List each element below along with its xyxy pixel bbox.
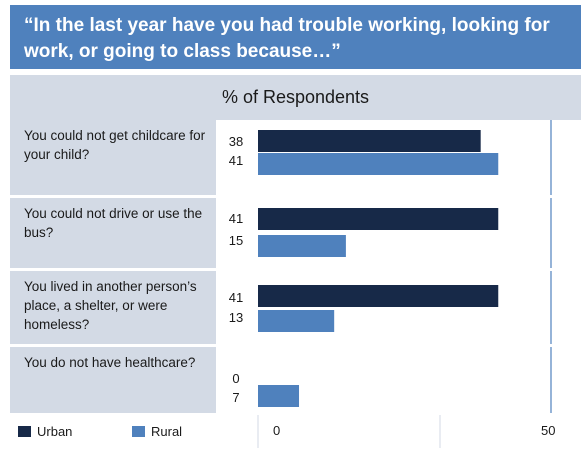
- legend-item-rural: Rural: [132, 424, 182, 439]
- rural-value-label: 13: [228, 310, 244, 325]
- rural-value-label: 41: [228, 153, 244, 168]
- legend-swatch-urban: [18, 426, 31, 437]
- category-label: You could not drive or use the bus?: [24, 206, 203, 240]
- legend-label-urban: Urban: [37, 424, 73, 439]
- row-housing: You lived in another person’s place, a s…: [10, 271, 581, 344]
- bar-urban: [258, 208, 499, 230]
- legend-label-rural: Rural: [151, 424, 183, 439]
- legend-swatch-rural: [132, 426, 145, 437]
- urban-value-label: 38: [228, 134, 244, 149]
- bar-urban: [258, 285, 499, 307]
- row-label-cell: You do not have healthcare?: [10, 347, 216, 413]
- category-label: You lived in another person’s place, a s…: [24, 279, 197, 332]
- bar-rural: [258, 385, 300, 407]
- legend: Urban Rural: [10, 418, 581, 448]
- bar-plot: [10, 120, 581, 448]
- legend-item-urban: Urban: [18, 424, 72, 439]
- rural-value-label: 7: [232, 390, 240, 405]
- header-band: % of Respondents: [10, 75, 581, 120]
- bar-rural: [258, 310, 335, 332]
- chart-frame: “In the last year have you had trouble w…: [10, 5, 581, 448]
- category-label: You could not get childcare for your chi…: [24, 128, 206, 162]
- row-label-cell: You lived in another person’s place, a s…: [10, 271, 216, 344]
- x-tick-label: 0: [273, 423, 281, 438]
- axis-header: % of Respondents: [221, 87, 370, 107]
- row-childcare: You could not get childcare for your chi…: [10, 120, 581, 195]
- urban-value-label: 0: [232, 371, 240, 386]
- urban-value-label: 41: [228, 290, 244, 305]
- row-label-cell: You could not get childcare for your chi…: [10, 120, 216, 195]
- rural-value-label: 15: [228, 233, 244, 248]
- x-tick-label: 50: [541, 423, 556, 438]
- chart-title: “In the last year have you had trouble w…: [24, 15, 550, 62]
- row-healthcare: You do not have healthcare? 0 7: [10, 347, 581, 413]
- bar-rural: [258, 235, 346, 257]
- bar-rural: [258, 153, 499, 175]
- urban-value-label: 41: [228, 211, 244, 226]
- row-label-cell: You could not drive or use the bus?: [10, 198, 216, 268]
- row-transport: You could not drive or use the bus? 41 1…: [10, 198, 581, 268]
- category-label: You do not have healthcare?: [24, 355, 196, 370]
- bar-urban: [258, 130, 481, 152]
- title-band: “In the last year have you had trouble w…: [10, 5, 581, 69]
